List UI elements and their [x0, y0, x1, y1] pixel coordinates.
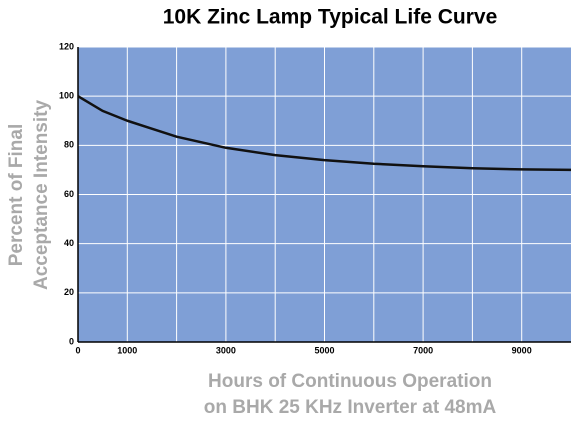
y-tick-label: 100 — [59, 91, 74, 101]
x-tick-label: 0 — [75, 345, 80, 355]
y-tick-label: 40 — [64, 238, 74, 248]
x-tick-label: 1000 — [117, 345, 137, 355]
x-tick-label: 5000 — [314, 345, 334, 355]
x-tick-label: 3000 — [216, 345, 236, 355]
y-tick-label: 120 — [59, 41, 74, 51]
y-tick-label: 20 — [64, 287, 74, 297]
y-tick-label: 0 — [69, 336, 74, 346]
x-tick-label: 7000 — [413, 345, 433, 355]
x-axis-title: Hours of Continuous Operation — [208, 371, 492, 392]
chart-title: 10K Zinc Lamp Typical Life Curve — [163, 6, 498, 29]
y-tick-label: 80 — [64, 140, 74, 150]
x-tick-label: 9000 — [512, 345, 532, 355]
y-axis-title: Percent of Final — [6, 124, 27, 267]
line — [77, 95, 571, 172]
y-axis-title: Acceptance Intensity — [31, 100, 52, 290]
x-axis-title: on BHK 25 KHz Inverter at 48mA — [204, 397, 497, 418]
y-tick-label: 60 — [64, 189, 74, 199]
